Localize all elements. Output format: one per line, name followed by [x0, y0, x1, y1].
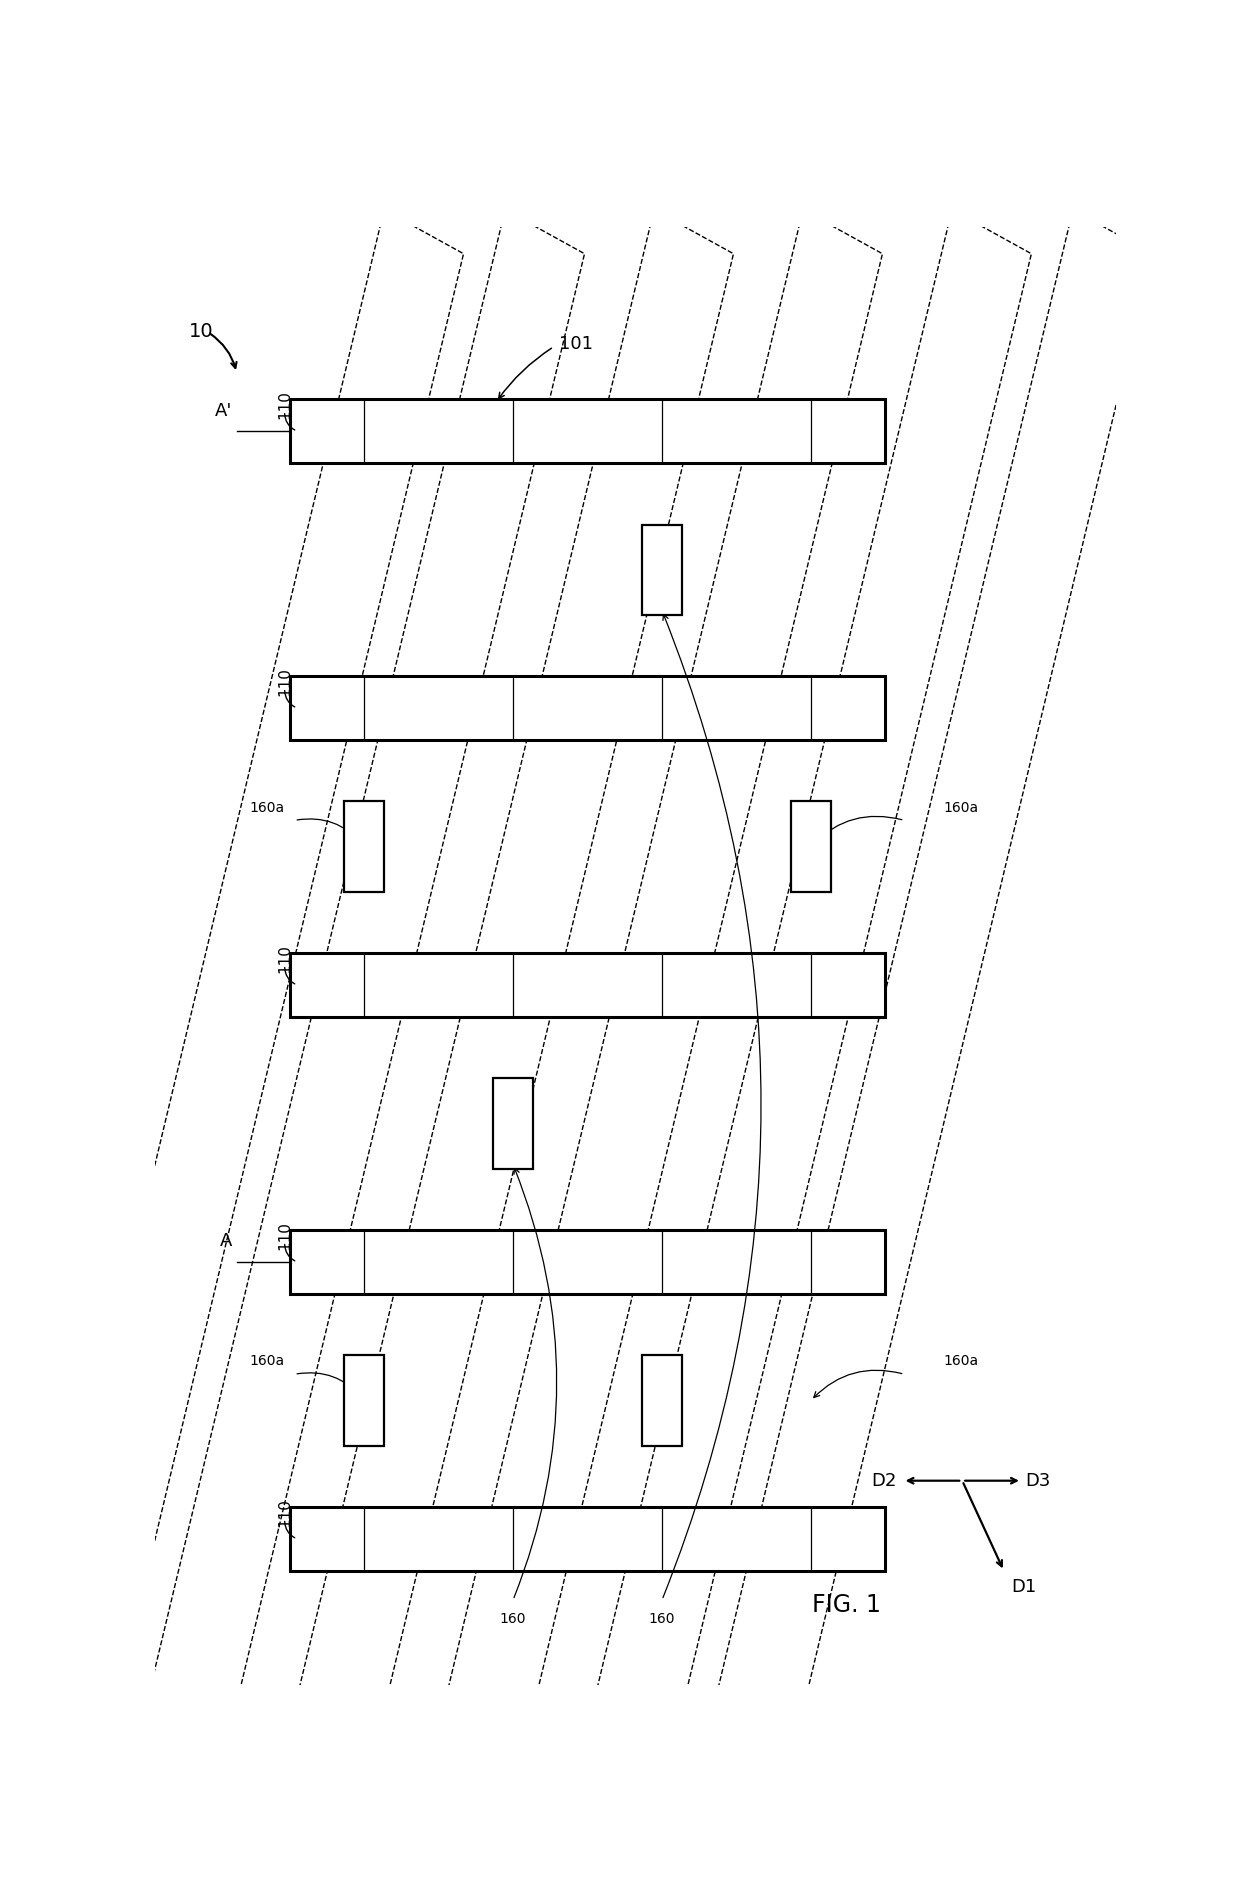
Bar	[642, 1355, 682, 1446]
Text: A: A	[219, 1232, 232, 1251]
Bar	[290, 399, 885, 464]
Bar	[492, 1079, 533, 1168]
Bar	[642, 524, 682, 615]
Text: 160a: 160a	[944, 1355, 978, 1369]
Bar	[343, 1355, 384, 1446]
Bar	[343, 801, 384, 892]
Text: FIG. 1: FIG. 1	[812, 1592, 882, 1617]
Bar	[290, 676, 885, 740]
Text: 110: 110	[278, 390, 293, 418]
Text: D3: D3	[1024, 1471, 1050, 1490]
Text: 101: 101	[558, 335, 593, 352]
Text: 110: 110	[278, 1221, 293, 1249]
Text: D1: D1	[1012, 1579, 1037, 1596]
Text: 160a: 160a	[249, 801, 285, 814]
Text: 10: 10	[188, 322, 213, 341]
Bar	[290, 1507, 885, 1571]
Text: D2: D2	[872, 1471, 897, 1490]
Bar	[791, 801, 831, 892]
Text: 110: 110	[278, 668, 293, 697]
Text: A': A'	[215, 401, 232, 420]
Text: 160: 160	[500, 1613, 526, 1626]
Bar	[290, 952, 885, 1017]
Text: 110: 110	[278, 1497, 293, 1528]
Text: 160a: 160a	[249, 1355, 285, 1369]
Bar	[290, 1230, 885, 1295]
Text: 160: 160	[649, 1613, 675, 1626]
Text: 160a: 160a	[944, 801, 978, 814]
Text: 110: 110	[278, 945, 293, 973]
